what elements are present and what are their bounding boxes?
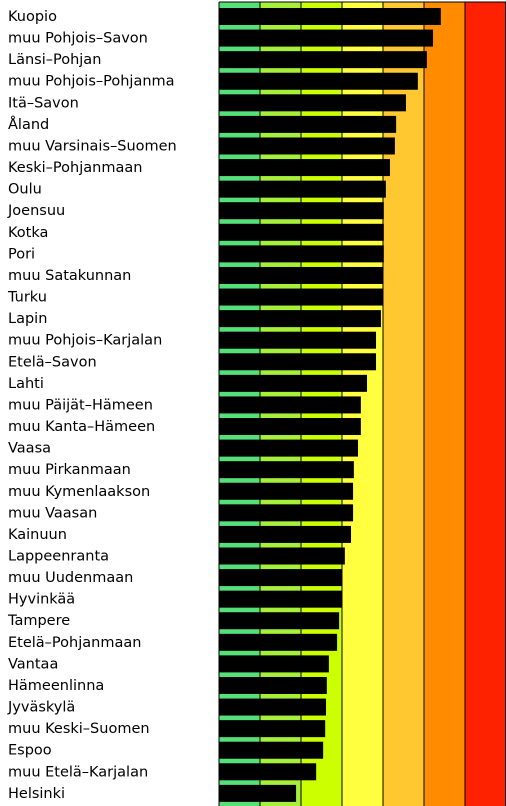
- bar: [219, 655, 329, 673]
- bar: [219, 288, 383, 306]
- bar: [219, 763, 317, 781]
- bar: [219, 29, 434, 47]
- category-label: muu Pohjois–Pohjanma: [8, 74, 175, 90]
- bar: [219, 525, 352, 543]
- category-label: Espoo: [8, 743, 52, 759]
- bar: [219, 331, 377, 349]
- bar: [219, 461, 354, 479]
- category-label: muu Päijät–Hämeen: [8, 397, 153, 413]
- category-label: muu Kanta–Hämeen: [8, 419, 155, 435]
- category-label: muu Pohjois–Karjalan: [8, 333, 162, 349]
- category-label: muu Pohjois–Savon: [8, 31, 148, 47]
- bar: [219, 94, 406, 112]
- bar: [219, 504, 354, 522]
- category-label: Helsinki: [8, 786, 65, 802]
- category-label: Pori: [8, 246, 35, 262]
- band: [383, 2, 424, 806]
- category-label: muu Satakunnan: [8, 268, 131, 284]
- bar: [219, 720, 326, 738]
- category-label: Länsi–Pohjan: [8, 52, 101, 68]
- bar: [219, 137, 395, 155]
- bar: [219, 223, 384, 241]
- bar: [219, 396, 361, 414]
- bar: [219, 676, 327, 694]
- bar: [219, 51, 427, 69]
- category-label: Joensuu: [7, 203, 65, 219]
- category-label: muu Pirkanmaan: [8, 462, 131, 478]
- category-label: Hämeenlinna: [8, 678, 104, 694]
- category-label: Etelä–Pohjanmaan: [8, 635, 141, 651]
- bar: [219, 310, 381, 328]
- bar: [219, 374, 368, 392]
- bar: [219, 159, 390, 177]
- bar: [219, 353, 377, 371]
- band: [424, 2, 465, 806]
- bar: [219, 180, 386, 198]
- category-label: muu Etelä–Karjalan: [8, 764, 148, 780]
- category-label: muu Keski–Suomen: [8, 721, 150, 737]
- bar: [219, 266, 383, 284]
- category-label: Tampere: [7, 613, 70, 629]
- bar: [219, 612, 340, 630]
- bar: [219, 590, 342, 608]
- category-label: Jyväskylä: [7, 700, 75, 716]
- bar: [219, 418, 361, 436]
- bar: [219, 547, 345, 565]
- category-label: muu Kymenlaakson: [8, 484, 150, 500]
- bar: [219, 72, 418, 90]
- category-label: Keski–Pohjanmaan: [8, 160, 142, 176]
- category-label: Turku: [7, 290, 47, 306]
- bar: [219, 8, 441, 25]
- category-label: Lahti: [8, 376, 44, 392]
- category-label: muu Uudenmaan: [8, 570, 133, 586]
- category-label: Etelä–Savon: [8, 354, 97, 370]
- category-label: muu Varsinais–Suomen: [8, 138, 177, 154]
- category-label: Hyvinkää: [8, 592, 75, 608]
- bar: [219, 569, 342, 587]
- category-label: Kainuun: [8, 527, 67, 543]
- bar: [219, 741, 324, 759]
- category-label: Vaasa: [8, 441, 51, 457]
- bar: [219, 482, 354, 500]
- category-label: Kuopio: [8, 9, 57, 25]
- bar: [219, 633, 338, 651]
- bar: [219, 245, 384, 263]
- category-label: Lappeenranta: [8, 549, 109, 565]
- category-label: Kotka: [8, 225, 48, 241]
- bar: [219, 439, 358, 457]
- bar: [219, 784, 297, 802]
- band: [465, 2, 506, 806]
- bar: [219, 115, 397, 133]
- category-label: Itä–Savon: [8, 95, 79, 111]
- category-label: Lapin: [8, 311, 47, 327]
- bar: [219, 698, 327, 716]
- category-label: muu Vaasan: [8, 505, 97, 521]
- category-label: Vantaa: [8, 656, 58, 672]
- bar: [219, 202, 384, 220]
- category-label: Oulu: [8, 182, 42, 198]
- category-label: Åland: [8, 116, 49, 133]
